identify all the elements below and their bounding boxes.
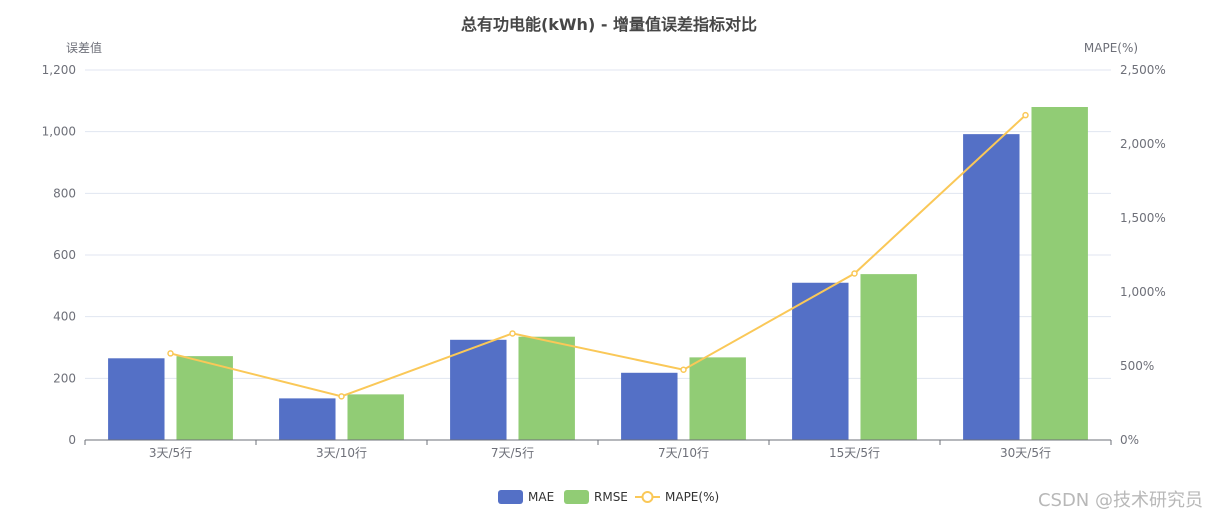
legend-label: RMSE: [594, 490, 628, 504]
legend-swatch-rmse: [564, 490, 589, 504]
grid-lines: [85, 69, 1111, 379]
chart-title: 总有功电能(kWh) - 增量值误差指标对比: [461, 15, 757, 34]
y-tick-label-left: 400: [53, 310, 76, 324]
legend-label: MAPE(%): [665, 490, 719, 504]
mape-point: [680, 366, 687, 373]
x-tick-label: 30天/5行: [1000, 446, 1051, 460]
y-tick-label-right: 2,500%: [1120, 63, 1166, 77]
bar-mae: [621, 372, 678, 440]
bar-rmse: [689, 357, 746, 440]
x-tick-label: 15天/5行: [829, 446, 880, 460]
bar-rmse: [1031, 107, 1088, 440]
watermark: CSDN @技术研究员: [1038, 490, 1203, 511]
y-tick-label-right: 1,000%: [1120, 285, 1166, 299]
y-tick-label-left: 200: [53, 371, 76, 385]
bar-mae: [963, 134, 1020, 440]
line-layer: [167, 111, 1029, 400]
y-tick-label-right: 2,000%: [1120, 137, 1166, 151]
legend-swatch-mae: [498, 490, 523, 504]
mape-point: [509, 330, 516, 337]
legend-label: MAE: [528, 490, 554, 504]
y-axis-left-label: 误差值: [66, 40, 102, 55]
bar-mae: [108, 358, 165, 440]
y-tick-label-right: 0%: [1120, 433, 1139, 447]
axes: 0 200 400 600 800 1,000 1,200 0% 500% 1,000% 1,500…: [42, 63, 1166, 460]
y-axis-right-label: MAPE(%): [1084, 41, 1138, 55]
y-tick-label-left: 800: [53, 186, 76, 200]
mape-point: [167, 350, 174, 357]
legend: MAE RMSE MAPE(%): [498, 490, 719, 504]
bar-rmse: [518, 336, 575, 440]
y-tick-label-right: 500%: [1120, 359, 1154, 373]
bar-mae: [792, 282, 849, 440]
x-tick-label: 7天/10行: [658, 446, 709, 460]
bars-layer: [108, 107, 1088, 440]
y-tick-label-left: 600: [53, 248, 76, 262]
mape-line: [170, 114, 1027, 398]
mape-point: [338, 393, 345, 400]
y-tick-label-right: 1,500%: [1120, 211, 1166, 225]
legend-swatch-marker: [641, 491, 654, 503]
x-tick-label: 3天/5行: [149, 446, 192, 460]
mape-point: [851, 270, 858, 277]
x-tick-label: 3天/10行: [316, 446, 367, 460]
mape-point: [1022, 111, 1029, 119]
bar-mae: [279, 398, 336, 440]
bar-rmse: [176, 356, 233, 440]
bar-rmse: [860, 274, 917, 440]
bar-mae: [450, 339, 507, 440]
y-tick-label-left: 0: [68, 433, 76, 447]
y-tick-label-left: 1,000: [42, 125, 76, 139]
bar-rmse: [347, 394, 404, 440]
y-tick-label-left: 1,200: [42, 63, 76, 77]
x-tick-label: 7天/5行: [491, 446, 534, 460]
